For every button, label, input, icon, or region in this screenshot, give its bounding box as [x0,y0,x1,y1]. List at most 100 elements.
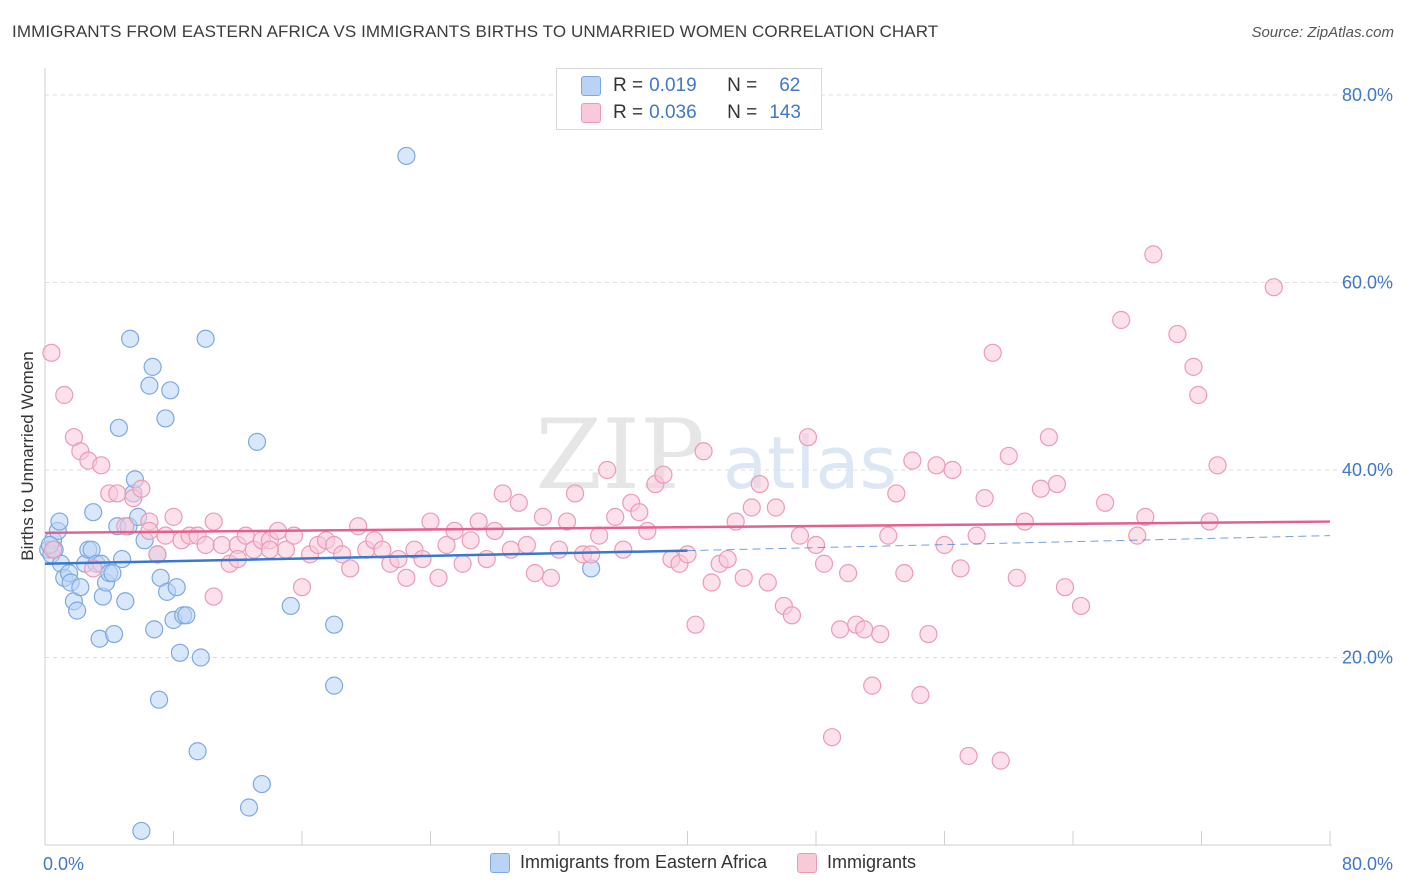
eastern-africa-point [145,620,164,639]
immigrants-point [975,489,994,508]
immigrants-point [879,526,898,545]
immigrants-point [782,606,802,625]
immigrants-point [92,456,111,475]
r-label: R = [613,102,644,123]
eastern-africa-trend-line [44,549,688,565]
immigrants-point [108,484,127,503]
immigrants-point [734,568,753,587]
eastern-africa-point [116,592,135,611]
immigrants-point [413,549,432,569]
immigrants-point [718,549,737,569]
eastern-africa-point [196,329,215,348]
axes [44,68,1332,846]
immigrants-point [341,559,360,578]
eastern-africa-point [84,503,103,522]
eastern-africa-trend-extension [687,535,1331,552]
immigrants-point [389,549,408,569]
x-tick-label-max: 80.0% [1342,854,1393,874]
immigrants-point [798,428,818,447]
immigrants-point [1112,310,1131,330]
immigrants-point [967,526,986,545]
eastern-africa-point [281,596,300,616]
n-value: 143 [769,102,801,123]
immigrants-point [758,573,777,592]
immigrants-point [525,564,545,583]
eastern-africa-point [112,549,132,569]
immigrants-point [477,549,496,569]
immigrants-point [260,540,279,559]
immigrants-point [533,507,553,526]
immigrants-point [991,751,1010,770]
immigrants-point [1189,385,1208,405]
immigrants-point [590,526,609,545]
immigrants-point [501,540,520,559]
immigrants-point [55,385,74,405]
immigrants-point [292,578,312,597]
eastern-africa-point [191,648,210,667]
immigrants-point [1208,456,1227,475]
legend-item-immigrants[interactable]: Immigrants [797,852,916,873]
immigrants-point [1039,428,1059,447]
immigrants-point [1128,526,1147,545]
immigrants-point [790,526,810,545]
eastern-africa-point [161,381,180,400]
immigrants-point [742,498,761,517]
immigrants-point [429,568,448,587]
eastern-africa-point [121,329,140,348]
eastern-africa-point [68,601,87,620]
immigrants-point [84,559,103,578]
immigrants-point [887,484,906,503]
eastern-africa-point [104,624,124,644]
immigrants-point [999,446,1018,466]
eastern-africa-point [156,409,175,428]
immigrants-point [1184,357,1203,376]
eastern-africa-point [167,578,186,597]
immigrants-point [493,484,512,503]
immigrants-point [517,535,536,555]
eastern-africa-point [50,512,69,531]
r-label: R = [613,75,644,96]
immigrants-point [1055,578,1075,597]
eastern-africa-point [109,418,128,437]
immigrants-point [702,573,721,592]
immigrants-point [822,728,842,747]
immigrants-point [445,521,464,541]
eastern-africa-point [149,690,169,709]
immigrants-point [1096,493,1115,512]
eastern-africa-point [325,615,344,634]
immigrants-point [204,587,223,606]
eastern-africa-point [252,774,271,794]
immigrants-point [148,545,167,564]
immigrants-point [164,507,183,526]
immigrants-point [959,746,978,766]
immigrants-point [437,535,456,555]
immigrants-point [903,451,922,470]
n-value: 62 [779,75,801,96]
immigrants-point [509,493,528,512]
eastern-africa-point [325,676,344,695]
eastern-africa-point [247,432,267,451]
n-label: N = [727,102,758,123]
immigrants-point [485,521,504,541]
immigrants-point [638,521,657,541]
immigrants-point [132,479,151,498]
legend-swatch-pink [581,103,601,123]
immigrants-point [686,615,705,634]
y-tick-label: 20.0% [1342,648,1393,668]
legend-item-eastern-africa[interactable]: Immigrants from Eastern Africa [489,852,768,873]
immigrants-point [943,460,962,480]
eastern-africa-point [140,376,159,395]
n-label: N = [727,75,758,96]
legend-swatch-pink [797,852,818,873]
immigrants-point [927,456,946,475]
immigrants-point [814,554,834,573]
immigrants-point [1264,278,1283,297]
grid-lines [45,94,1392,658]
immigrants-point [461,531,480,550]
legend-label-eastern-africa: Immigrants from Eastern Africa [519,852,768,872]
immigrants-point [1136,507,1155,526]
immigrants-point [830,620,850,639]
immigrants-point [204,512,223,531]
source-label: Source: ZipAtlas.com [1251,24,1394,41]
immigrants-point [373,540,392,559]
